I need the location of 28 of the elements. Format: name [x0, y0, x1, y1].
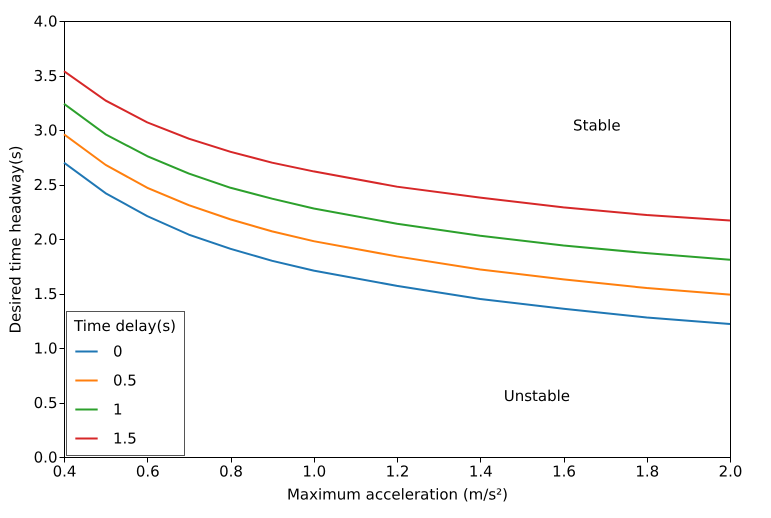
- x-tick-label: 2.0: [718, 462, 742, 480]
- y-tick-label: 0.5: [34, 394, 58, 412]
- line-series: [63, 102, 731, 261]
- x-tick-label: 0.8: [219, 462, 243, 480]
- legend-title: Time delay(s): [73, 317, 176, 335]
- x-tick-label: 1.6: [552, 462, 576, 480]
- y-tick-label: 1.5: [34, 285, 58, 303]
- legend-label: 0: [113, 342, 123, 360]
- x-tick-label: 0.6: [136, 462, 160, 480]
- legend-label: 1: [113, 400, 123, 418]
- legend-label: 1.5: [113, 430, 137, 448]
- y-axis-title: Desired time headway(s): [6, 145, 25, 334]
- y-tick-label: 1.0: [34, 340, 58, 358]
- annotation: Stable: [573, 116, 621, 135]
- line-series: [63, 70, 731, 222]
- x-tick-label: 1.4: [468, 462, 493, 480]
- y-tick-label: 4.0: [34, 12, 58, 30]
- legend-label: 0.5: [113, 372, 137, 390]
- y-tick-label: 2.5: [34, 176, 58, 194]
- y-tick-label: 2.0: [34, 230, 58, 248]
- x-axis-title: Maximum acceleration (m/s²): [286, 486, 508, 504]
- x-tick-label: 1.2: [386, 462, 410, 480]
- x-tick-label: 1.0: [302, 462, 326, 480]
- x-tick-label: 1.8: [635, 462, 660, 480]
- line-series: [63, 133, 731, 296]
- y-tick-label: 3.0: [34, 122, 58, 140]
- y-tick-label: 3.5: [34, 67, 58, 85]
- annotation: Unstable: [504, 386, 570, 405]
